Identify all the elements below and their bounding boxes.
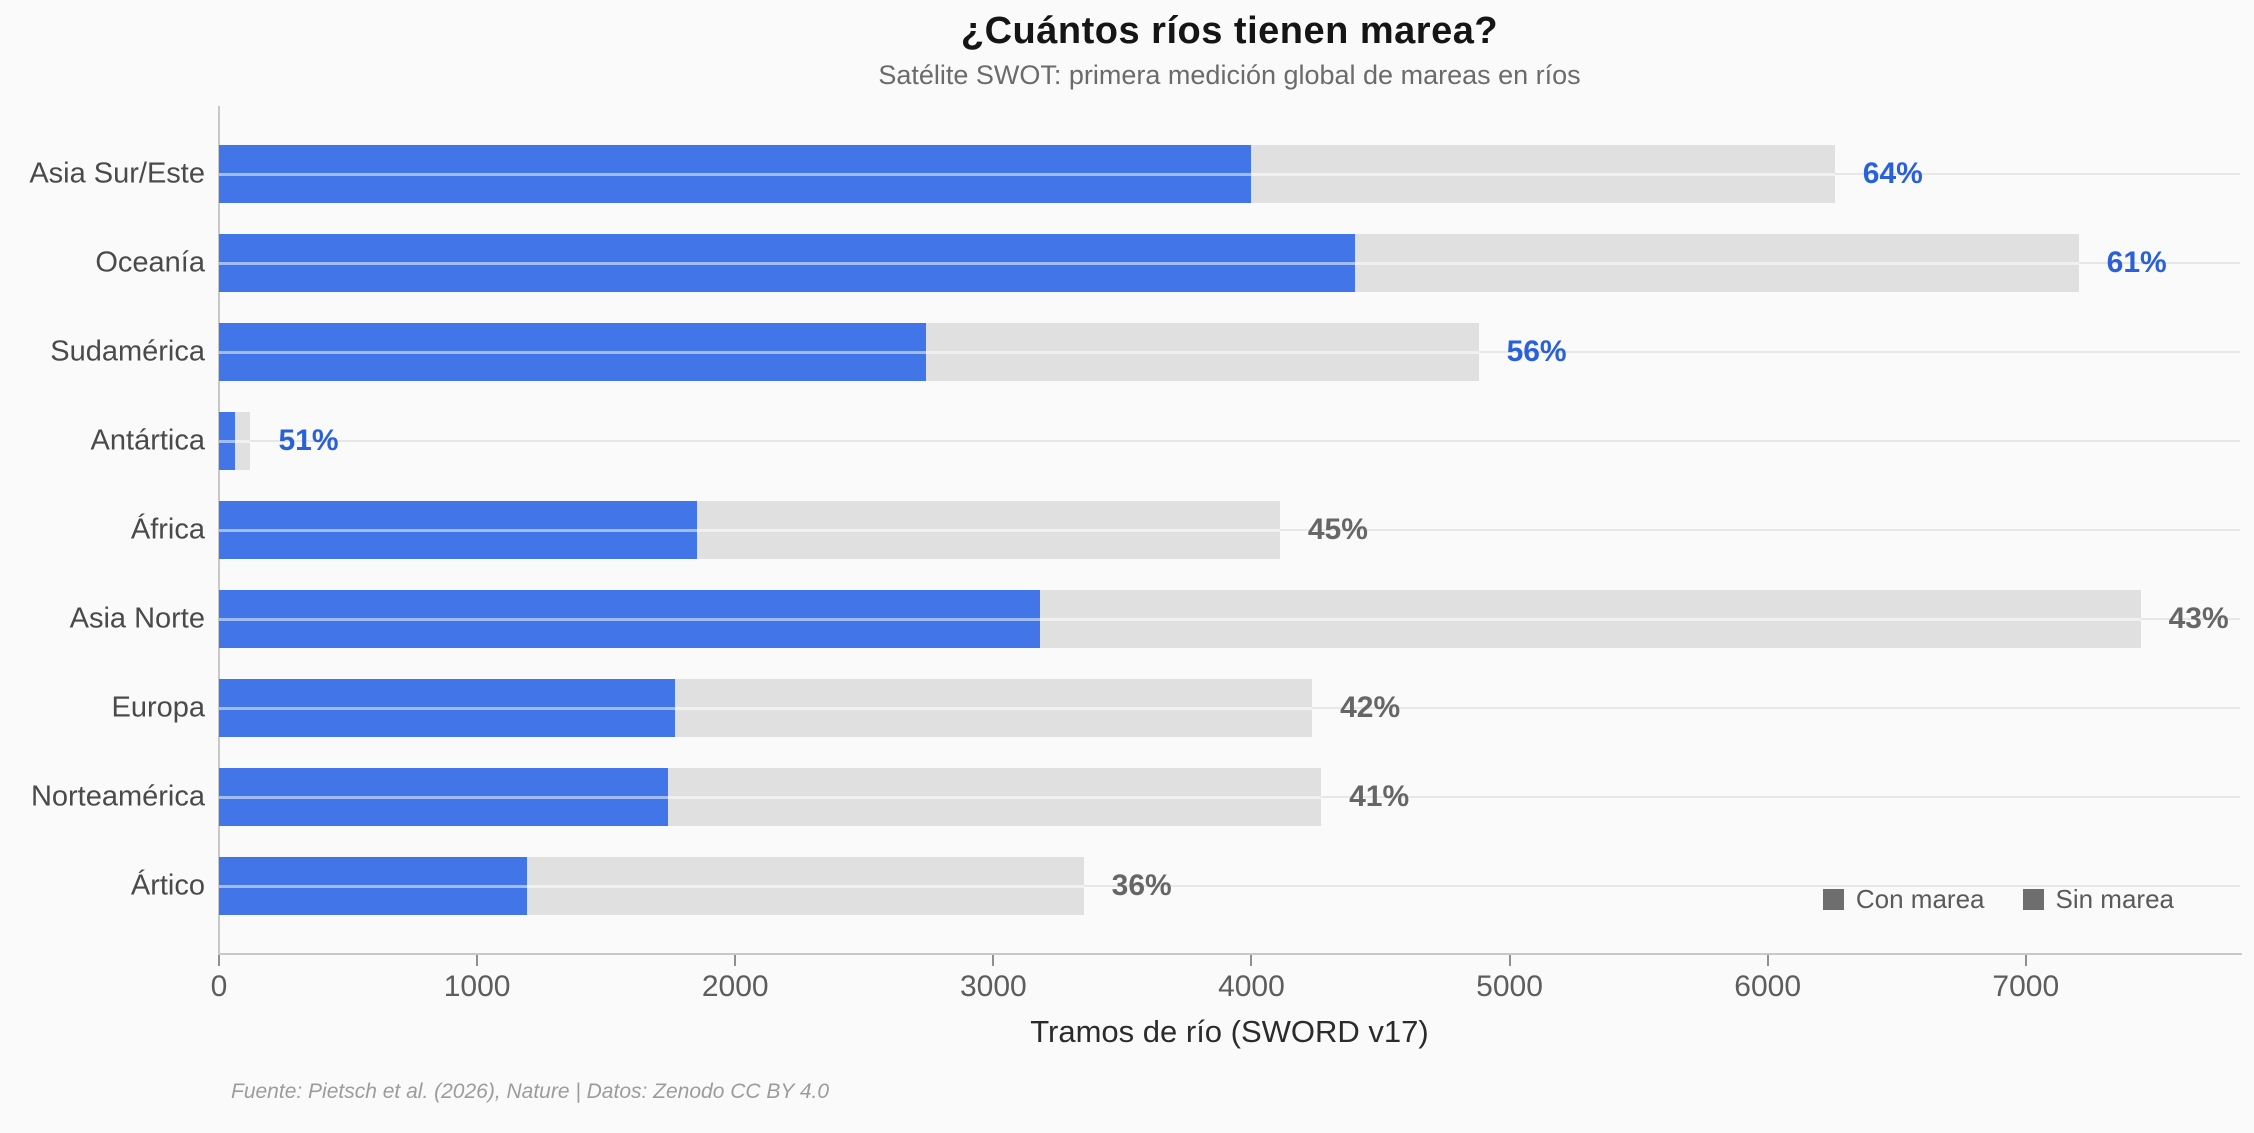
category-label: África: [130, 513, 205, 546]
x-tick: [992, 955, 995, 966]
gridline: [219, 885, 2240, 887]
legend-swatch-con-marea-icon: [1822, 889, 1844, 910]
legend-swatch-sin-marea-icon: [2022, 889, 2044, 910]
gridline-over-bar: [219, 440, 251, 443]
legend: Con marea Sin marea: [1822, 884, 2175, 915]
x-tick: [1766, 955, 1769, 966]
category-label: Ártico: [130, 869, 205, 902]
percent-label: 64%: [1862, 157, 1923, 190]
x-tick: [1508, 955, 1511, 966]
source-note: Fuente: Pietsch et al. (2026), Nature | …: [231, 1080, 830, 1103]
x-tick-label: 7000: [1992, 970, 2060, 1003]
x-tick: [476, 955, 479, 966]
percent-label: 61%: [2106, 246, 2167, 279]
legend-label-con-marea: Con marea: [1855, 884, 1985, 914]
gridline-over-bar: [219, 173, 1835, 176]
percent-label: 51%: [278, 424, 339, 457]
percent-label: 42%: [1340, 691, 1401, 724]
category-label: Antártica: [90, 424, 205, 457]
gridline-over-bar: [219, 885, 1084, 888]
category-label: Asia Norte: [69, 602, 205, 635]
x-tick-label: 2000: [701, 970, 769, 1003]
gridline: [219, 440, 2240, 442]
category-label: Norteamérica: [30, 780, 205, 813]
percent-label: 36%: [1111, 869, 1172, 902]
x-axis-line: [218, 953, 2242, 955]
x-axis-title: Tramos de río (SWORD v17): [1030, 1014, 1429, 1049]
chart-title: ¿Cuántos ríos tienen marea?: [960, 10, 1499, 52]
x-tick-label: 3000: [959, 970, 1027, 1003]
legend-item-con-marea: Con marea: [1822, 884, 1985, 915]
legend-item-sin-marea: Sin marea: [2022, 884, 2175, 915]
percent-label: 45%: [1307, 513, 1368, 546]
percent-label: 56%: [1506, 335, 1567, 368]
x-tick: [218, 955, 220, 966]
category-label: Asia Sur/Este: [29, 157, 205, 190]
gridline-over-bar: [219, 707, 1313, 710]
gridline-over-bar: [219, 262, 2079, 265]
percent-label: 41%: [1349, 780, 1410, 813]
x-tick-label: 1000: [443, 970, 511, 1003]
category-label: Oceanía: [95, 246, 205, 279]
percent-label: 43%: [2168, 602, 2229, 635]
category-label: Sudamérica: [50, 335, 205, 368]
x-tick: [1250, 955, 1253, 966]
gridline-over-bar: [219, 796, 1322, 799]
gridline-over-bar: [219, 618, 2141, 621]
x-tick-label: 0: [210, 970, 228, 1003]
category-label: Europa: [111, 691, 205, 724]
x-tick-label: 5000: [1476, 970, 1543, 1003]
x-tick-label: 6000: [1734, 970, 1802, 1003]
x-tick: [734, 955, 737, 966]
gridline-over-bar: [219, 351, 1479, 354]
legend-label-sin-marea: Sin marea: [2055, 884, 2175, 914]
x-tick-label: 4000: [1218, 970, 1285, 1003]
chart-subtitle: Satélite SWOT: primera medición global d…: [878, 60, 1581, 90]
x-tick: [2024, 955, 2027, 966]
gridline-over-bar: [219, 529, 1280, 532]
